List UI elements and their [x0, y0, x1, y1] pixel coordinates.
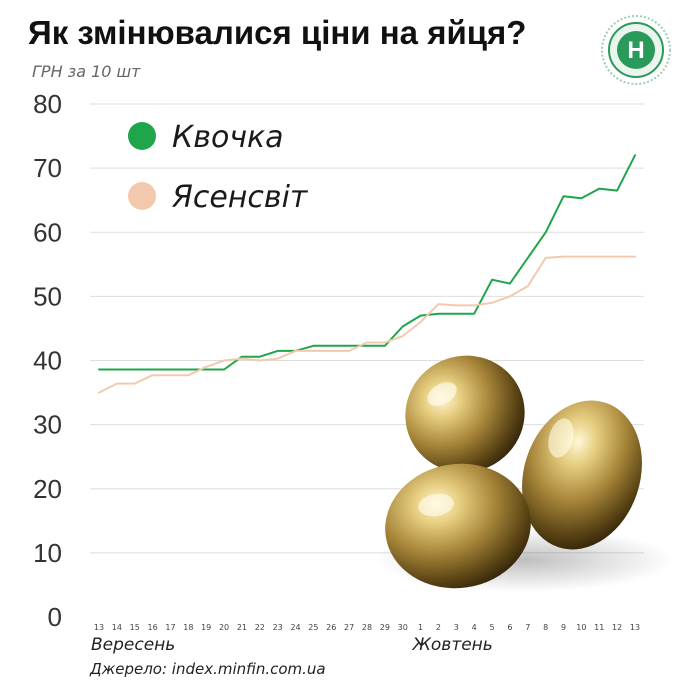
x-tick-label: 16	[148, 623, 158, 632]
x-tick-label: 8	[543, 623, 548, 632]
source-note: Джерело: index.minfin.com.ua	[90, 660, 326, 678]
x-tick-label: 6	[507, 623, 512, 632]
y-tick-label: 80	[33, 89, 62, 119]
x-tick-label: 25	[308, 623, 318, 632]
x-tick-label: 13	[630, 623, 640, 632]
minfin-emblem-icon: Н	[601, 15, 671, 85]
x-tick-label: 7	[525, 623, 530, 632]
legend-marker	[128, 122, 156, 150]
logo-letter: Н	[627, 37, 644, 64]
x-tick-label: 12	[612, 623, 622, 632]
page-title: Як змінювалися ціни на яйця?	[28, 14, 527, 51]
x-tick-label: 22	[255, 623, 265, 632]
x-tick-label: 11	[594, 623, 604, 632]
legend-label: Квочка	[172, 120, 284, 155]
x-tick-label: 30	[398, 623, 408, 632]
y-tick-label: 40	[33, 346, 62, 376]
x-tick-label: 9	[561, 623, 566, 632]
y-tick-label: 10	[33, 538, 62, 568]
x-tick-label: 1	[418, 623, 423, 632]
y-tick-label: 70	[33, 153, 62, 183]
x-tick-label: 14	[112, 623, 122, 632]
y-tick-label: 20	[33, 474, 62, 504]
x-tick-label: 24	[290, 623, 300, 632]
y-tick-label: 0	[48, 602, 62, 632]
x-tick-label: 29	[380, 623, 390, 632]
x-tick-label: 5	[490, 623, 495, 632]
series-line	[98, 154, 636, 371]
y-tick-label: 50	[33, 281, 62, 311]
month-label: Жовтень	[412, 635, 493, 655]
y-tick-label: 60	[33, 217, 62, 247]
legend-label: Ясенсвіт	[171, 180, 309, 215]
golden-eggs-illustration	[375, 355, 675, 592]
x-tick-label: 26	[326, 623, 336, 632]
x-tick-label: 19	[201, 623, 211, 632]
x-tick-label: 15	[130, 623, 140, 632]
month-label: Вересень	[91, 635, 175, 655]
x-tick-label: 13	[94, 623, 104, 632]
x-tick-label: 10	[576, 623, 586, 632]
unit-label: ГРН за 10 шт	[32, 62, 141, 81]
x-tick-label: 4	[472, 623, 477, 632]
x-tick-label: 20	[219, 623, 229, 632]
x-tick-label: 23	[273, 623, 283, 632]
legend-marker	[128, 182, 156, 210]
y-tick-label: 30	[33, 410, 62, 440]
x-tick-label: 21	[237, 623, 247, 632]
x-tick-label: 18	[183, 623, 193, 632]
x-tick-label: 27	[344, 623, 354, 632]
x-tick-label: 3	[454, 623, 459, 632]
series-line	[98, 255, 636, 394]
x-tick-label: 28	[362, 623, 372, 632]
x-tick-label: 2	[436, 623, 441, 632]
x-tick-label: 17	[165, 623, 175, 632]
